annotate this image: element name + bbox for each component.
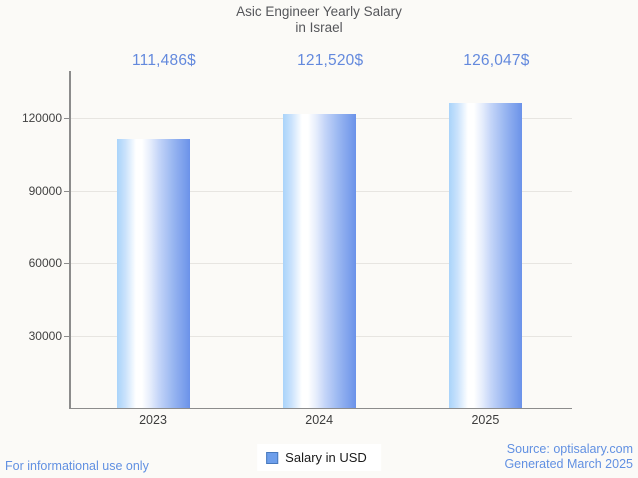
y-axis-tick-label: 30000 xyxy=(28,328,62,343)
x-axis-label: 2024 xyxy=(305,413,334,427)
legend-label: Salary in USD xyxy=(285,450,367,465)
generated-line: Generated March 2025 xyxy=(504,457,633,471)
bar-value-label: 121,520$ xyxy=(297,52,364,69)
bar-2025[interactable] xyxy=(448,103,522,408)
chart-title-line2: in Israel xyxy=(295,20,343,35)
chart-title-line1: Asic Engineer Yearly Salary xyxy=(236,4,402,19)
bar-value-label: 126,047$ xyxy=(463,52,530,69)
y-axis-tick xyxy=(64,118,70,119)
bar-2023[interactable] xyxy=(116,138,190,408)
legend: Salary in USD xyxy=(257,444,381,471)
y-axis-tick xyxy=(64,335,70,337)
source-attribution: Source: optisalary.com Generated March 2… xyxy=(504,442,633,472)
x-axis-label: 2023 xyxy=(139,413,167,427)
bar-2024[interactable] xyxy=(282,114,356,408)
x-axis-label: 2025 xyxy=(471,413,500,427)
legend-swatch-icon xyxy=(266,451,279,464)
source-line: Source: optisalary.com xyxy=(506,442,633,456)
y-axis-line xyxy=(69,71,71,409)
y-axis-tick-label: 60000 xyxy=(28,256,62,270)
y-axis-tick xyxy=(64,190,70,192)
y-axis-tick-label: 120000 xyxy=(21,111,62,125)
x-axis-line xyxy=(69,407,572,409)
disclaimer-text: For informational use only xyxy=(5,459,149,473)
bar-value-label: 111,486$ xyxy=(132,52,196,69)
chart-title: Asic Engineer Yearly Salary in Israel xyxy=(0,4,638,36)
y-axis-tick xyxy=(64,263,70,264)
y-axis-tick-label: 90000 xyxy=(28,183,62,198)
